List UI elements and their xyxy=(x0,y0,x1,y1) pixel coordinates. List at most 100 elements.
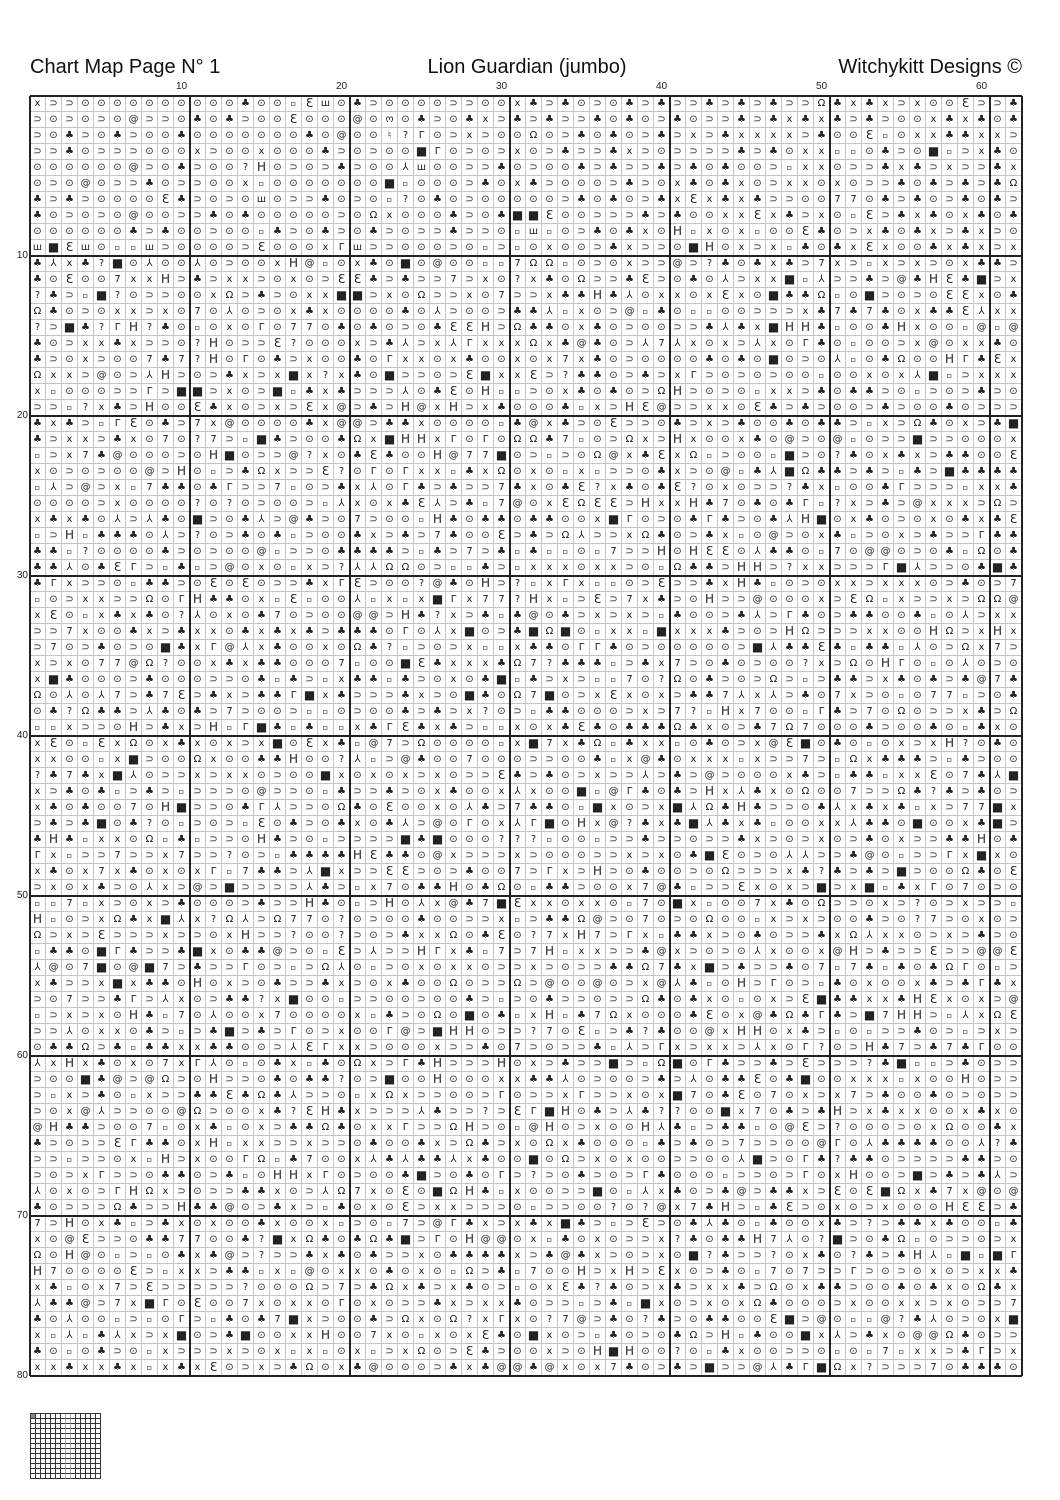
chart-cell: ⊙ xyxy=(366,112,382,128)
chart-cell: ■ xyxy=(606,1344,622,1360)
chart-cell: ♣ xyxy=(526,528,542,544)
page-minimap[interactable] xyxy=(30,1413,101,1479)
chart-cell: ■ xyxy=(766,288,782,304)
chart-cell: ⊃ xyxy=(734,1360,750,1376)
chart-cell: x xyxy=(974,1008,990,1024)
chart-cell: ⊃ xyxy=(670,1312,686,1328)
chart-cell: ♣ xyxy=(430,192,446,208)
chart-cell: ⊙ xyxy=(478,960,494,976)
minimap-current-page[interactable] xyxy=(31,1414,36,1419)
chart-cell: ♣ xyxy=(158,320,174,336)
chart-cell: ⊙ xyxy=(750,1344,766,1360)
chart-cell: Γ xyxy=(974,528,990,544)
chart-cell: ⊃ xyxy=(286,160,302,176)
chart-cell: ⊙ xyxy=(430,1344,446,1360)
chart-cell: ⊃ xyxy=(270,512,286,528)
chart-cell: Γ xyxy=(398,464,414,480)
chart-cell: Ɛ xyxy=(686,192,702,208)
chart-cell: ⅄ xyxy=(350,560,366,576)
chart-cell: ⊙ xyxy=(670,544,686,560)
chart-cell: H xyxy=(190,976,206,992)
chart-cell: ⊙ xyxy=(926,288,942,304)
chart-cell: ♣ xyxy=(814,336,830,352)
chart-cell: ? xyxy=(830,496,846,512)
chart-cell: ⊙ xyxy=(958,1136,974,1152)
chart-cell: ⊃ xyxy=(334,832,350,848)
chart-cell: ♣ xyxy=(382,1264,398,1280)
chart-cell: x xyxy=(30,384,46,400)
chart-cell: ⊙ xyxy=(158,496,174,512)
chart-cell: ⊃ xyxy=(830,272,846,288)
chart-cell: ⊙ xyxy=(782,1216,798,1232)
chart-cell: ⊙ xyxy=(462,784,478,800)
chart-cell: x xyxy=(942,240,958,256)
chart-cell: ♣ xyxy=(94,880,110,896)
chart-cell: ⊃ xyxy=(142,288,158,304)
chart-cell: 7 xyxy=(926,912,942,928)
chart-cell: ⊃ xyxy=(78,416,94,432)
chart-cell: ⊃ xyxy=(398,368,414,384)
chart-cell: ♣ xyxy=(702,528,718,544)
chart-cell: ⊃ xyxy=(702,368,718,384)
chart-cell: ▫ xyxy=(286,1264,302,1280)
chart-cell: @ xyxy=(606,816,622,832)
chart-cell: x xyxy=(750,272,766,288)
chart-cell: ? xyxy=(142,816,158,832)
chart-cell: ♣ xyxy=(670,816,686,832)
chart-cell: x xyxy=(654,1248,670,1264)
chart-cell: 7 xyxy=(158,432,174,448)
chart-cell: x xyxy=(382,976,398,992)
chart-cell: ⊙ xyxy=(238,320,254,336)
chart-cell: ♣ xyxy=(62,944,78,960)
chart-cell: ⅄ xyxy=(158,528,174,544)
chart-cell: ⊃ xyxy=(30,640,46,656)
chart-cell: ⊃ xyxy=(366,1072,382,1088)
chart-cell: ♣ xyxy=(862,864,878,880)
chart-cell: ⊃ xyxy=(222,432,238,448)
chart-cell: ■ xyxy=(1006,768,1022,784)
chart-cell: H xyxy=(942,1200,958,1216)
chart-cell: ♣ xyxy=(926,176,942,192)
chart-cell: ⊃ xyxy=(46,400,62,416)
chart-cell: x xyxy=(430,432,446,448)
chart-cell: x xyxy=(910,96,926,112)
chart-cell: ⊃ xyxy=(766,304,782,320)
chart-cell: ♣ xyxy=(110,608,126,624)
chart-cell: ♣ xyxy=(622,112,638,128)
chart-cell: ⊙ xyxy=(942,384,958,400)
chart-cell: Ɛ xyxy=(510,896,526,912)
chart-cell: ♣ xyxy=(30,272,46,288)
chart-cell: ▫ xyxy=(350,656,366,672)
chart-cell: ♣ xyxy=(334,160,350,176)
chart-cell: ⊃ xyxy=(622,496,638,512)
chart-cell: ▫ xyxy=(254,1264,270,1280)
chart-cell: ♣ xyxy=(862,816,878,832)
chart-cell: ⊃ xyxy=(702,1120,718,1136)
chart-cell: @ xyxy=(286,512,302,528)
chart-cell: ♣ xyxy=(30,208,46,224)
chart-cell: ⊃ xyxy=(910,1152,926,1168)
chart-cell: x xyxy=(878,240,894,256)
chart-cell: ▫ xyxy=(766,576,782,592)
chart-cell: x xyxy=(318,448,334,464)
chart-cell: ♣ xyxy=(878,352,894,368)
chart-cell: ⊃ xyxy=(222,1072,238,1088)
chart-cell: ⊃ xyxy=(990,384,1006,400)
chart-cell: ⊙ xyxy=(750,176,766,192)
chart-cell: x xyxy=(574,352,590,368)
chart-cell: ⊃ xyxy=(462,176,478,192)
chart-cell: ⊙ xyxy=(350,1136,366,1152)
chart-cell: ⊙ xyxy=(606,1072,622,1088)
chart-cell: x xyxy=(494,1072,510,1088)
chart-cell: ♣ xyxy=(798,1008,814,1024)
chart-cell: ⊃ xyxy=(686,656,702,672)
chart-cell: ⊙ xyxy=(222,1296,238,1312)
chart-cell: ⊙ xyxy=(910,112,926,128)
chart-cell: x xyxy=(174,992,190,1008)
chart-cell: ⅄ xyxy=(766,640,782,656)
chart-cell: ⊃ xyxy=(206,1280,222,1296)
chart-cell: ♣ xyxy=(158,1168,174,1184)
chart-cell: x xyxy=(782,176,798,192)
chart-cell: x xyxy=(798,560,814,576)
chart-cell: x xyxy=(494,368,510,384)
